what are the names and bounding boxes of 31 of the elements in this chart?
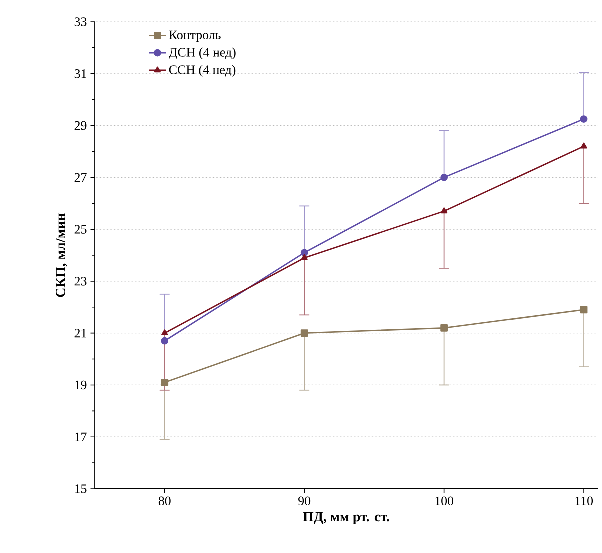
y-tick-label: 23 xyxy=(74,277,87,286)
y-tick-label: 25 xyxy=(74,225,87,234)
y-tick-label: 29 xyxy=(74,121,87,130)
y-tick-label: 17 xyxy=(75,432,87,442)
y-tick-label: 33 xyxy=(74,18,87,26)
legend-label: ССН (4 нед) xyxy=(169,65,236,77)
point xyxy=(441,208,448,214)
legend-label: ДСН (4 нед) xyxy=(168,48,236,60)
x-tick-label: 100 xyxy=(436,496,454,506)
y-tick-label: 27 xyxy=(74,173,87,182)
y-tick-label: 15 xyxy=(75,484,87,494)
point xyxy=(301,254,308,260)
point xyxy=(162,330,168,336)
point xyxy=(300,249,308,257)
x-tick-label: 110 xyxy=(576,496,594,506)
point xyxy=(580,306,588,314)
y-tick-label: 21 xyxy=(74,329,86,338)
point xyxy=(161,378,169,386)
point xyxy=(580,142,588,149)
x-tick-label: 80 xyxy=(158,496,171,506)
y-tick-label: 31 xyxy=(74,70,86,78)
point xyxy=(300,330,308,338)
point xyxy=(440,174,448,182)
point xyxy=(440,324,448,332)
legend-label: Контроль xyxy=(169,30,221,42)
x-tick-label: 90 xyxy=(298,496,311,506)
x-axis-title: ПД, мм рт. ст. xyxy=(303,512,390,524)
point xyxy=(580,116,588,123)
y-axis-title: СКП, мл/мин xyxy=(56,213,68,298)
y-tick-label: 19 xyxy=(75,380,87,390)
point xyxy=(161,337,169,345)
